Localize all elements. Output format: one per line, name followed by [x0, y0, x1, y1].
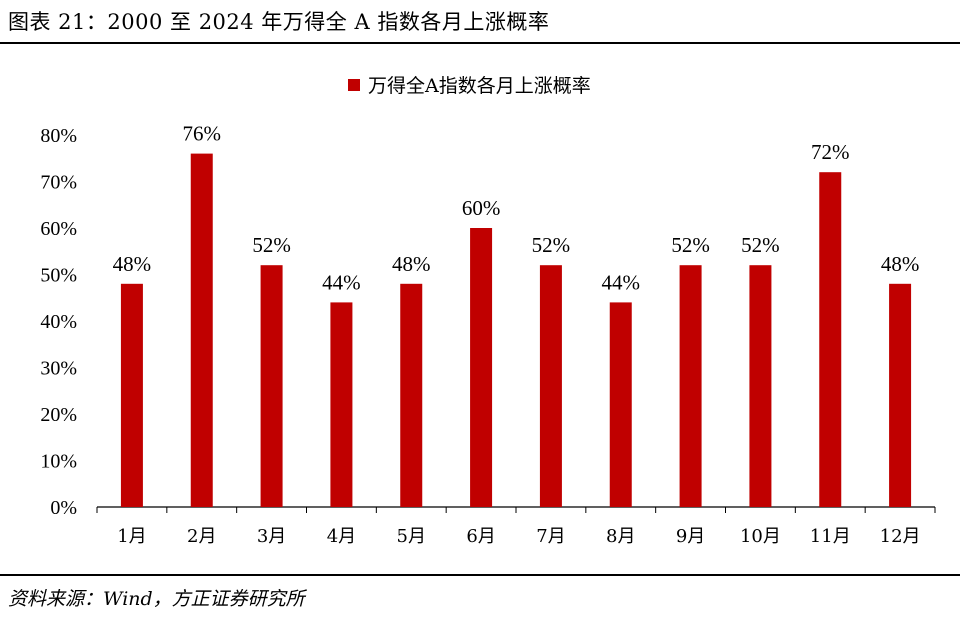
data-label: 52% [252, 233, 291, 257]
bar [889, 283, 912, 507]
source-rule [0, 574, 960, 576]
y-tick-label: 10% [40, 451, 77, 473]
x-tick-label: 4月 [327, 526, 356, 547]
figure-title: 图表 21：2000 至 2024 年万得全 A 指数各月上涨概率 [8, 10, 550, 34]
bar [400, 283, 423, 507]
data-label: 76% [183, 122, 222, 146]
y-tick-label: 60% [40, 218, 77, 240]
x-tick-label: 2月 [187, 526, 216, 547]
y-tick-label: 70% [40, 172, 77, 194]
legend-label: 万得全A指数各月上涨概率 [368, 75, 591, 97]
data-label: 60% [462, 196, 501, 220]
data-label: 52% [741, 233, 780, 257]
bar [190, 153, 213, 507]
x-tick-label: 9月 [676, 526, 705, 547]
data-label: 44% [602, 270, 641, 294]
bar [539, 265, 562, 507]
legend-swatch [348, 79, 360, 91]
x-tick-label: 3月 [257, 526, 286, 547]
data-label: 72% [811, 140, 850, 164]
y-tick-label: 20% [40, 404, 77, 426]
y-tick-label: 40% [40, 311, 77, 333]
x-tick-label: 1月 [117, 526, 146, 547]
x-tick-label: 8月 [606, 526, 635, 547]
y-tick-label: 50% [40, 265, 77, 287]
data-label: 48% [392, 252, 431, 276]
data-label: 48% [881, 252, 920, 276]
data-label: 48% [113, 252, 152, 276]
source-note: 资料来源：Wind，方正证券研究所 [8, 588, 305, 610]
x-tick-label: 10月 [740, 526, 781, 547]
data-label: 52% [532, 233, 571, 257]
x-tick-label: 7月 [536, 526, 565, 547]
x-tick-label: 11月 [810, 526, 851, 547]
bar [749, 265, 772, 507]
y-tick-label: 0% [50, 497, 77, 519]
bar [819, 172, 842, 507]
y-tick-label: 30% [40, 358, 77, 380]
data-label: 52% [671, 233, 710, 257]
bar [609, 302, 632, 507]
y-tick-label: 80% [40, 125, 77, 147]
x-tick-label: 12月 [880, 526, 921, 547]
bar [330, 302, 353, 507]
title-rule [0, 42, 960, 44]
data-label: 44% [322, 270, 361, 294]
x-tick-label: 6月 [466, 526, 495, 547]
bar [679, 265, 702, 507]
bar [260, 265, 283, 507]
x-tick-label: 5月 [397, 526, 426, 547]
bar [470, 228, 493, 507]
bar [120, 283, 143, 507]
